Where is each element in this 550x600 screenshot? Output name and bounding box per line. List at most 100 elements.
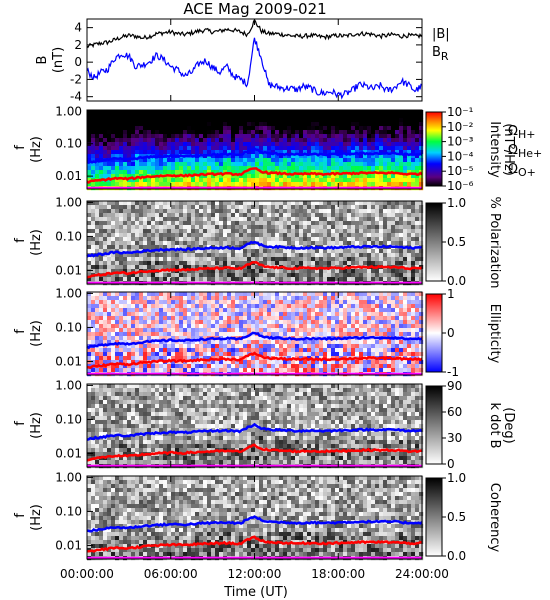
colorbar-tick-label: 30: [447, 431, 462, 445]
y-tick-label: 1.00: [55, 286, 82, 300]
colorbar-tick-label: 0.0: [447, 274, 466, 288]
y-tick-label: 0.01: [55, 354, 82, 368]
panel-yunit: (Hz): [29, 229, 44, 256]
colorbar: [425, 111, 443, 187]
legend-omega-Hplus: ΩH+: [508, 124, 535, 141]
y-tick-label: -4: [70, 90, 82, 104]
spectrogram-image: [87, 110, 424, 191]
gyrofrequency-line-Hplus: [86, 240, 423, 258]
panel-ylabel: f: [13, 238, 28, 243]
colorbar: [425, 202, 443, 282]
colorbar-tick-label: 1: [447, 287, 455, 301]
panel-ylabel: f: [13, 329, 28, 334]
time-axis: 00:00:00 06:00:00 12:00:00 18:00:00 24:00:00: [60, 19, 449, 581]
y-tick-label: 0.10: [55, 137, 82, 151]
panel-ylabel: f: [13, 421, 28, 426]
y-tick-label: 0.10: [55, 320, 82, 334]
colorbar: [425, 293, 443, 373]
gyrofrequency-line-Hplus: [86, 147, 423, 165]
colorbar-tick-label: 10⁻²: [447, 120, 474, 134]
y-tick-label: 4: [74, 21, 82, 35]
y-tick-label: 0.01: [55, 538, 82, 552]
colorbar-tick-label: 0: [447, 457, 455, 471]
legend-omega-Oplus: ΩO+: [508, 162, 536, 179]
field-yunit: (nT): [51, 47, 66, 73]
y-tick-label: 1.00: [55, 378, 82, 392]
spectrogram-panel-1: 1.00 0.10 0.01 f (Hz) 10⁻¹10⁻²10⁻³10⁻⁴10⁻⁵10⁻…: [13, 104, 542, 193]
colorbar-tick-label: 10⁻¹: [447, 105, 474, 119]
gyrofrequency-line-Heplus: [86, 443, 423, 462]
legend-omega-subscript: H+: [518, 128, 536, 141]
y-tick-label: 1.00: [55, 104, 82, 118]
x-tick-label: 00:00:00: [60, 567, 114, 581]
spectrogram-panel-3: 1.00 0.10 0.01 f (Hz) 1 0 -1 Ellipticity: [13, 286, 502, 379]
legend-omega-Heplus: ΩHe+: [508, 143, 542, 160]
colorbar-tick-label: 0.5: [447, 510, 466, 524]
spectrogram-image: [87, 384, 424, 469]
gyrofrequency-line-Heplus: [86, 261, 423, 279]
colorbar-tick-label: 10⁻⁴: [447, 149, 474, 163]
colorbar-tick-label: 90: [447, 379, 462, 393]
colorbar-tick-label: 10⁻³: [447, 135, 474, 149]
legend-B-R-subscript: R: [441, 50, 449, 63]
colorbar-label: Ellipticity: [487, 304, 502, 364]
panel-yunit: (Hz): [29, 320, 44, 347]
y-tick-label: 0.01: [55, 263, 82, 277]
x-tick-label: 24:00:00: [395, 567, 449, 581]
x-tick-label: 12:00:00: [228, 567, 282, 581]
y-tick-label: 0.01: [55, 169, 82, 183]
series-line-B-R: [86, 37, 423, 100]
spectrogram-panels: 1.000.100.01f (Hz)10⁻¹10⁻²10⁻³10⁻⁴10⁻⁵10⁻…: [13, 104, 542, 563]
legend-omega-subscript: O+: [518, 166, 536, 179]
y-tick-label: 0.10: [55, 229, 82, 243]
spectrogram-panel-4: 1.00 0.10 0.01 f (Hz) 90 60 30 0 k dot B (Deg): [13, 378, 516, 471]
colorbar-tick-label: 0: [447, 326, 455, 340]
x-tick-label: 06:00:00: [144, 567, 198, 581]
x-axis-label: Time (UT): [223, 585, 288, 600]
colorbar-unit: (Deg): [501, 407, 516, 443]
colorbar-tick-label: -1: [447, 365, 459, 379]
colorbar-label: Intensity: [487, 121, 502, 178]
gyrofrequency-line-Hplus: [86, 331, 423, 350]
colorbar-unit: (nT²/Hz): [501, 123, 516, 176]
field-ylabel: B: [35, 56, 50, 65]
gyrofrequency-line-Heplus: [86, 351, 423, 370]
field-panel: 4 2 0 -2 -4 B (nT) |B| BR: [35, 18, 450, 104]
gyrofrequency-line-Heplus: [86, 167, 423, 185]
colorbar-tick-label: 10⁻⁶: [447, 179, 474, 193]
y-tick-label: 0.10: [55, 504, 82, 518]
colorbar-label: Coherency: [487, 483, 502, 553]
spectrogram-panel-5: 1.00 0.10 0.01 f (Hz) 1.0 0.5 0.0 Coherency: [13, 470, 502, 563]
colorbar-tick-label: 0.5: [447, 235, 466, 249]
colorbar-label: k dot B: [487, 402, 502, 448]
colorbar-tick-label: 1.0: [447, 196, 466, 210]
legend-omega-subscript: He+: [518, 147, 542, 160]
panel-yunit: (Hz): [29, 412, 44, 439]
panel-yunit: (Hz): [29, 504, 44, 531]
y-tick-label: 0.10: [55, 412, 82, 426]
y-tick-label: 1.00: [55, 195, 82, 209]
gyrofrequency-line-Heplus: [86, 535, 423, 553]
spectrogram-image: [87, 476, 424, 561]
y-tick-label: 0.01: [55, 446, 82, 460]
chart-title: ACE Mag 2009-021: [183, 0, 326, 18]
field-panel-frame: [86, 18, 423, 102]
legend-B-R: BR: [432, 45, 449, 63]
y-tick-label: 0: [74, 55, 82, 69]
colorbar-tick-label: 0.0: [447, 549, 466, 563]
x-tick-label: 18:00:00: [311, 567, 365, 581]
colorbar-tick-label: 10⁻⁵: [447, 164, 474, 178]
gyrofrequency-line-Hplus: [86, 515, 423, 533]
colorbar-tick-label: 1.0: [447, 471, 466, 485]
colorbar-tick-label: 60: [447, 405, 462, 419]
y-tick-label: -2: [70, 72, 82, 86]
y-tick-label: 2: [74, 38, 82, 52]
panel-yunit: (Hz): [29, 136, 44, 163]
colorbar: [425, 385, 443, 465]
legend-B-magnitude: |B|: [432, 27, 450, 42]
gyrofrequency-line-Hplus: [86, 422, 423, 441]
colorbar-label: % Polarization: [487, 196, 502, 288]
y-tick-label: 1.00: [55, 470, 82, 484]
panel-ylabel: f: [13, 145, 28, 150]
